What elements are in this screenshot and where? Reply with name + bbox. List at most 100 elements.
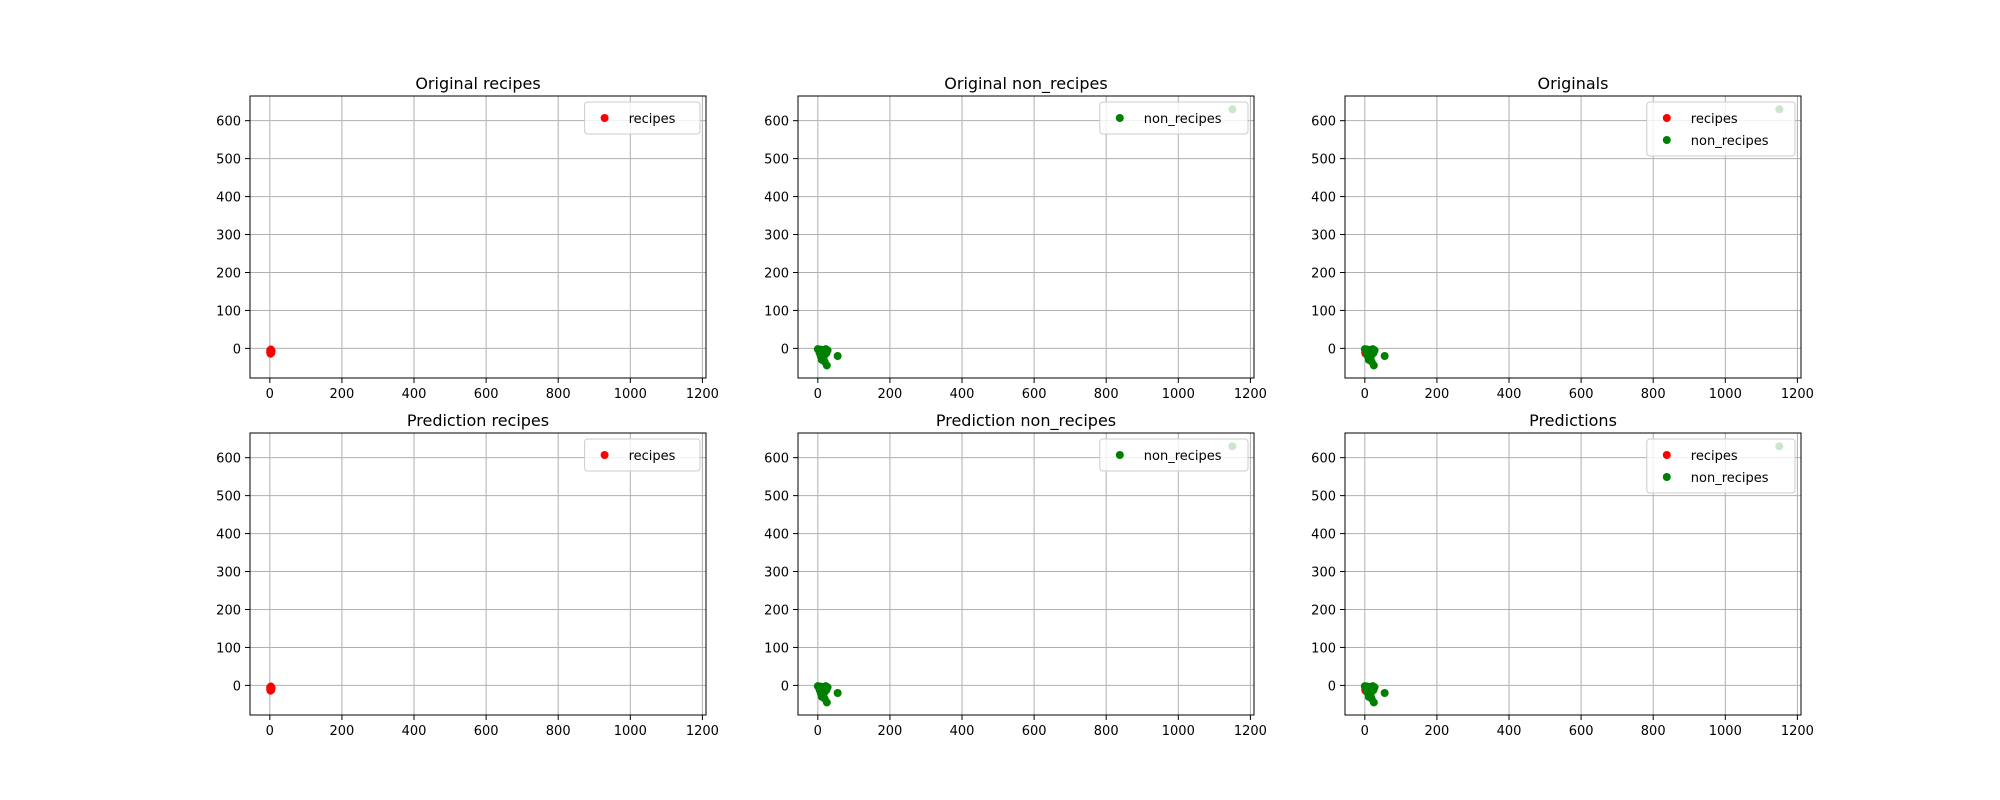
y-tick-label: 300 xyxy=(216,229,241,244)
y-tick-label: 300 xyxy=(764,229,789,244)
x-tick-label: 400 xyxy=(1497,724,1522,739)
y-tick-label: 600 xyxy=(216,115,241,130)
data-point xyxy=(833,688,842,697)
x-tick-label: 0 xyxy=(266,387,274,402)
y-tick-label: 100 xyxy=(216,304,241,319)
y-tick-label: 200 xyxy=(1311,266,1336,281)
y-tick-label: 0 xyxy=(781,679,789,694)
x-tick-label: 1000 xyxy=(1709,387,1742,402)
series-non-recipes xyxy=(1360,105,1784,370)
y-tick-label: 400 xyxy=(764,191,789,206)
y-tick-label: 0 xyxy=(233,342,241,357)
x-tick-label: 1200 xyxy=(1234,387,1267,402)
x-tick-label: 1200 xyxy=(686,387,719,402)
x-tick-label: 400 xyxy=(950,724,975,739)
x-tick-label: 200 xyxy=(1425,724,1450,739)
subplot-2: 0 200 400 600 800 1000 1200 0 100 200 300 400 500 600… xyxy=(764,74,1267,402)
series-non-recipes xyxy=(813,442,1237,707)
x-tick-label: 1000 xyxy=(1709,724,1742,739)
data-point xyxy=(1380,688,1389,697)
axes-frame xyxy=(1344,95,1802,379)
y-tick-label: 500 xyxy=(216,490,241,505)
y-tick-label: 300 xyxy=(1311,229,1336,244)
x-tick-label: 0 xyxy=(814,387,822,402)
legend-box xyxy=(1099,438,1249,472)
data-point xyxy=(822,698,831,707)
x-tick-label: 0 xyxy=(814,724,822,739)
x-tick-label: 800 xyxy=(1641,724,1666,739)
x-tick-label: 200 xyxy=(1425,387,1450,402)
legend-box xyxy=(1099,101,1249,135)
legend-marker xyxy=(1662,136,1671,144)
legend-marker xyxy=(1662,451,1671,459)
x-tick-label: 400 xyxy=(1497,387,1522,402)
y-tick-label: 600 xyxy=(1311,115,1336,130)
legend-marker xyxy=(600,114,609,122)
x-tick-label: 800 xyxy=(546,387,571,402)
y-tick-label: 100 xyxy=(1311,641,1336,656)
data-point xyxy=(1369,361,1378,370)
legend-box xyxy=(1646,438,1796,494)
legend: recipes non_recipes xyxy=(1646,438,1796,494)
data-point xyxy=(833,351,842,360)
x-tick-label: 600 xyxy=(1022,387,1047,402)
y-tick-label: 600 xyxy=(1311,452,1336,467)
chart-title: Original non_recipes xyxy=(944,74,1107,94)
legend-label: non_recipes xyxy=(1144,449,1222,464)
y-tick-label: 0 xyxy=(1328,679,1336,694)
subplot-6: 0 200 400 600 800 1000 1200 0 100 200 300 400 500 600… xyxy=(1311,411,1814,739)
y-tick-label: 0 xyxy=(781,342,789,357)
legend-label: recipes xyxy=(629,112,676,127)
legend-label: recipes xyxy=(1691,112,1738,127)
legend-label: recipes xyxy=(629,449,676,464)
y-tick-label: 600 xyxy=(216,452,241,467)
x-tick-label: 0 xyxy=(266,724,274,739)
data-point xyxy=(822,348,831,357)
x-tick-label: 200 xyxy=(878,387,903,402)
x-tick-label: 200 xyxy=(330,724,355,739)
data-point xyxy=(1369,698,1378,707)
x-tick-label: 1200 xyxy=(1781,724,1814,739)
x-tick-label: 1000 xyxy=(1162,724,1195,739)
axes-frame xyxy=(1344,432,1802,716)
axes-frame xyxy=(797,432,1255,716)
y-tick-label: 200 xyxy=(216,266,241,281)
y-tick-label: 500 xyxy=(1311,490,1336,505)
chart-title: Originals xyxy=(1538,74,1609,93)
axes-frame xyxy=(249,95,707,379)
legend-marker xyxy=(1115,451,1124,459)
x-tick-label: 1200 xyxy=(686,724,719,739)
data-point xyxy=(1369,348,1378,357)
data-point xyxy=(822,361,831,370)
y-tick-label: 300 xyxy=(764,566,789,581)
y-tick-label: 500 xyxy=(764,153,789,168)
x-tick-label: 800 xyxy=(1094,724,1119,739)
legend-label: non_recipes xyxy=(1691,134,1769,149)
x-tick-label: 200 xyxy=(878,724,903,739)
y-tick-label: 400 xyxy=(216,528,241,543)
y-tick-label: 600 xyxy=(764,115,789,130)
y-tick-label: 0 xyxy=(1328,342,1336,357)
x-tick-label: 1000 xyxy=(614,724,647,739)
subplot-1: 0 200 400 600 800 1000 1200 0 100 200 300 400 500 600… xyxy=(216,74,719,402)
series-recipes xyxy=(266,682,276,695)
y-tick-label: 200 xyxy=(1311,603,1336,618)
x-tick-label: 0 xyxy=(1361,724,1369,739)
y-tick-label: 0 xyxy=(233,679,241,694)
x-tick-label: 0 xyxy=(1361,387,1369,402)
x-tick-label: 1000 xyxy=(614,387,647,402)
legend-marker xyxy=(600,451,609,459)
legend-marker xyxy=(1662,473,1671,481)
subplot-3: 0 200 400 600 800 1000 1200 0 100 200 300 400 500 600… xyxy=(1311,74,1814,402)
x-tick-label: 600 xyxy=(1569,387,1594,402)
series-non-recipes xyxy=(813,105,1237,370)
x-tick-label: 800 xyxy=(1094,387,1119,402)
data-point xyxy=(266,684,275,693)
x-tick-label: 600 xyxy=(474,724,499,739)
y-tick-label: 300 xyxy=(216,566,241,581)
legend-marker xyxy=(1662,114,1671,122)
legend-marker xyxy=(1115,114,1124,122)
y-tick-label: 400 xyxy=(1311,528,1336,543)
x-tick-label: 1000 xyxy=(1162,387,1195,402)
chart-title: Prediction recipes xyxy=(407,411,549,430)
